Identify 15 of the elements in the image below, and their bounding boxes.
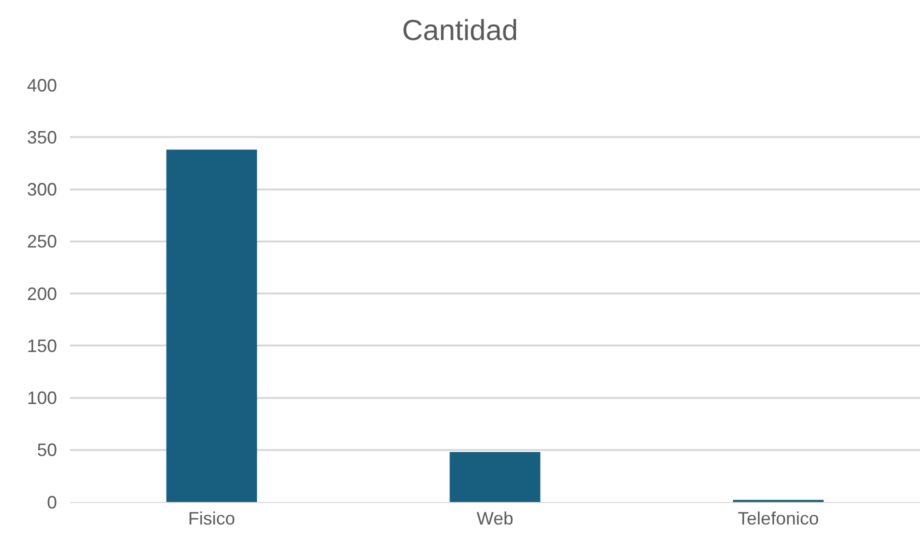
- y-tick-label: 300: [26, 180, 57, 200]
- y-tick-label: 350: [26, 127, 57, 148]
- chart-title: Cantidad: [402, 15, 518, 48]
- y-tick-label: 150: [26, 336, 57, 356]
- x-tick-label: Web: [476, 508, 514, 529]
- y-tick-label: 250: [26, 232, 57, 252]
- bar: [166, 150, 257, 502]
- y-tick-label: 0: [46, 492, 57, 512]
- y-tick-label: 400: [26, 75, 57, 96]
- y-tick-label: 200: [26, 284, 57, 304]
- y-tick-label: 100: [26, 388, 57, 408]
- x-tick-label: Telefonico: [738, 508, 819, 529]
- x-tick-label: Fisico: [188, 508, 236, 529]
- y-tick-label: 50: [36, 440, 57, 460]
- bar: [450, 452, 540, 502]
